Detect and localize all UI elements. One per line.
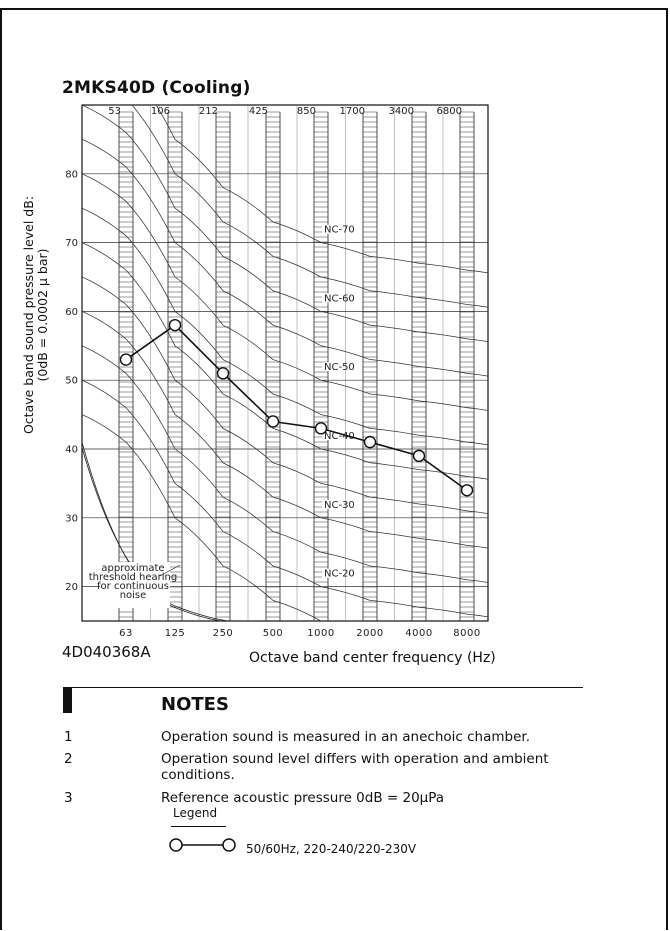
band-hatch xyxy=(314,111,328,618)
x-top-tick: 425 xyxy=(249,106,268,117)
nc-label-bg xyxy=(322,499,344,509)
data-point-250 xyxy=(216,367,230,380)
x-top-tick: 1700 xyxy=(340,106,365,117)
data-point-1000 xyxy=(314,422,328,435)
page-frame xyxy=(0,8,668,930)
nc-curve xyxy=(82,242,488,480)
x-tick: 250 xyxy=(213,628,234,639)
nc-curve xyxy=(82,311,488,549)
data-point-500 xyxy=(266,415,280,428)
data-point-8000 xyxy=(460,484,474,497)
notes-divider xyxy=(63,687,583,688)
band-hatch xyxy=(460,111,474,618)
y-tick-60: 60 xyxy=(65,307,78,318)
x-tick: 2000 xyxy=(356,628,383,639)
x-top-tick: 53 xyxy=(108,106,121,117)
x-axis-label: Octave band center frequency (Hz) xyxy=(249,650,496,666)
series-line xyxy=(125,324,468,491)
y-tick-50: 50 xyxy=(65,376,78,387)
nc-label-bg xyxy=(322,568,344,578)
data-point-2000 xyxy=(363,435,377,449)
x-top-tick: 3400 xyxy=(389,106,414,117)
nc-label-bg xyxy=(322,431,344,440)
data-point-4000 xyxy=(412,449,426,463)
x-tick: 125 xyxy=(165,628,186,639)
nc-label: NC-70 xyxy=(324,225,355,236)
y-tick-30: 30 xyxy=(65,513,78,524)
chart-title: 2MKS40D (Cooling) xyxy=(62,78,251,98)
band-hatch xyxy=(412,111,426,618)
legend-marker-icon xyxy=(169,838,236,852)
note-number-3: 3 xyxy=(64,790,73,806)
plot-area xyxy=(81,104,489,622)
y-tick-20: 20 xyxy=(65,582,78,593)
nc-curve xyxy=(82,173,488,411)
nc-label: NC-50 xyxy=(324,362,355,373)
x-top-tick: 6800 xyxy=(437,106,462,117)
nc-curve xyxy=(82,139,488,377)
nc-curve xyxy=(155,105,488,274)
band-hatch xyxy=(168,111,182,618)
notes-marker xyxy=(63,687,72,713)
y-tick-40: 40 xyxy=(65,445,78,456)
threshold-arrow xyxy=(159,564,181,577)
nc-curve xyxy=(82,207,488,446)
note-text-1: Operation sound is measured in an anecho… xyxy=(161,729,530,745)
nc-curve xyxy=(82,379,488,618)
notes-heading: NOTES xyxy=(161,694,229,715)
x-top-tick: 212 xyxy=(199,106,218,117)
x-tick: 1000 xyxy=(307,628,334,639)
data-point-63 xyxy=(119,353,133,366)
legend-title: Legend xyxy=(173,806,218,820)
band-hatch xyxy=(363,111,377,618)
note-number-1: 1 xyxy=(64,729,73,745)
data-point-125 xyxy=(168,318,182,332)
x-top-tick: 850 xyxy=(297,106,316,117)
threshold-label-line: approximate xyxy=(101,563,164,574)
legend-underline xyxy=(171,826,226,827)
document-number: 4D040368A xyxy=(62,643,151,661)
nc-curve xyxy=(82,414,323,621)
x-tick: 63 xyxy=(119,628,133,639)
x-tick: 500 xyxy=(263,628,284,639)
nc-curve xyxy=(82,276,488,515)
nc-curve xyxy=(82,105,488,343)
nc-label: NC-40 xyxy=(324,431,355,442)
legend-entry: 50/60Hz, 220-240/220-230V xyxy=(246,842,417,856)
band-hatch xyxy=(266,111,280,618)
x-tick: 8000 xyxy=(453,628,480,639)
nc-label: NC-20 xyxy=(324,569,355,580)
threshold-label-line: threshold hearing xyxy=(89,572,177,583)
threshold-label-line: for continuous xyxy=(97,581,169,592)
threshold-label-bg xyxy=(100,562,170,608)
x-tick: 4000 xyxy=(405,628,432,639)
nc-curve xyxy=(82,345,488,583)
nc-label: NC-30 xyxy=(324,500,355,511)
note-text-3: Reference acoustic pressure 0dB = 20µPa xyxy=(161,790,445,806)
nc-curve xyxy=(131,105,488,308)
nc-label-bg xyxy=(322,362,344,372)
threshold-label-line: noise xyxy=(120,590,147,601)
nc-label: NC-60 xyxy=(324,293,355,304)
nc-label-bg xyxy=(322,224,344,234)
y-tick-80: 80 xyxy=(65,169,78,180)
y-tick-70: 70 xyxy=(65,238,78,249)
note-number-2: 2 xyxy=(64,751,73,767)
nc-label-bg xyxy=(322,293,344,303)
note-text-2: Operation sound level differs with opera… xyxy=(161,751,549,783)
